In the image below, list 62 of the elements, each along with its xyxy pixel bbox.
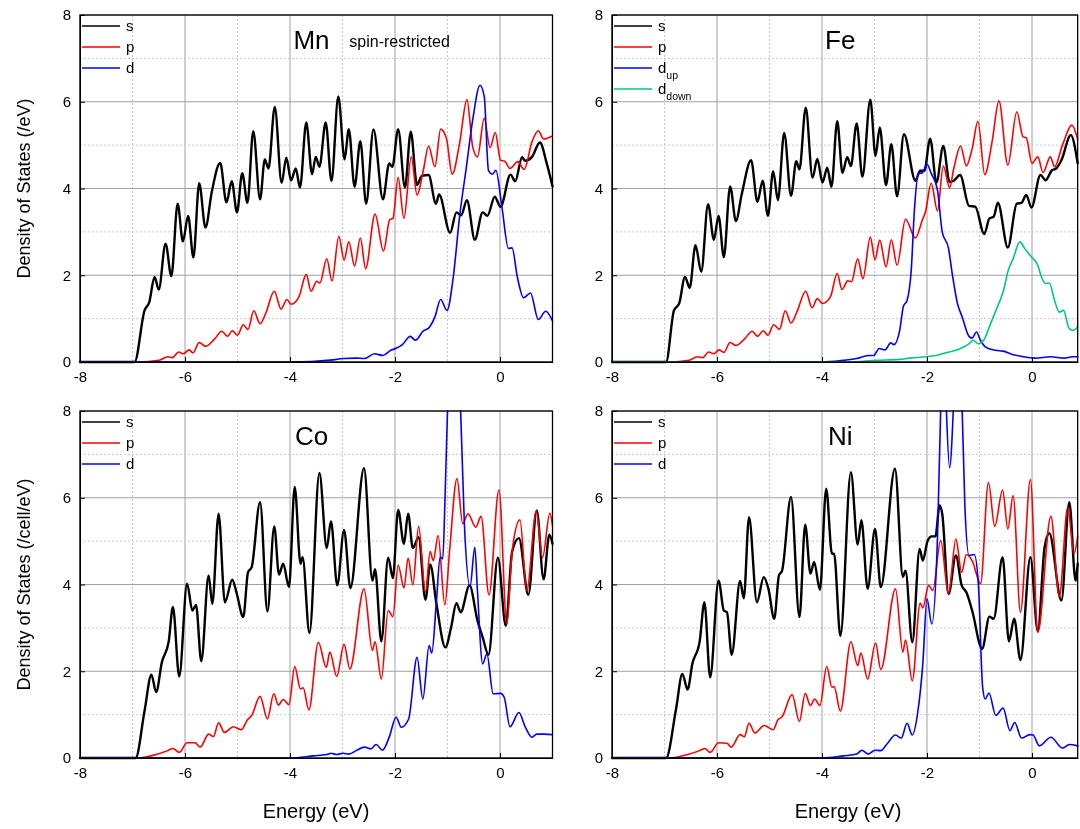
y-tick-label: 2 <box>62 266 71 284</box>
y-tick-label: 2 <box>594 266 603 284</box>
annotation: spin-restricted <box>349 33 450 50</box>
chart-title: Co <box>294 421 329 451</box>
x-tick-label: -6 <box>710 367 725 385</box>
y-tick-label: 6 <box>62 489 71 507</box>
y-tick-label: 0 <box>62 749 71 767</box>
legend-label: s <box>658 413 666 430</box>
x-tick-label: -8 <box>73 763 88 781</box>
x-tick-label: -8 <box>605 367 620 385</box>
y-tick-label: 4 <box>62 179 71 197</box>
legend-label: p <box>126 38 135 55</box>
x-tick-label: 0 <box>1028 763 1037 781</box>
x-tick-label: -4 <box>815 763 830 781</box>
x-tick-label: -2 <box>920 763 935 781</box>
y-tick-label: 0 <box>594 749 603 767</box>
x-tick-label: 0 <box>496 367 505 385</box>
y-tick-label: 8 <box>62 6 71 24</box>
legend-label: p <box>658 434 667 451</box>
legend-label: s <box>126 17 134 34</box>
legend-label: p <box>126 434 135 451</box>
y-axis-title: Density of States (/cell/eV) <box>14 478 34 691</box>
x-tick-label: -8 <box>73 367 88 385</box>
y-tick-label: 2 <box>594 662 603 680</box>
legend-label: s <box>126 413 134 430</box>
x-tick-label: -8 <box>605 763 620 781</box>
x-axis-title: Energy (eV) <box>794 800 902 822</box>
chart-title: Fe <box>825 25 856 55</box>
y-tick-label: 0 <box>594 353 603 371</box>
y-tick-label: 6 <box>594 489 603 507</box>
x-tick-label: -4 <box>815 367 830 385</box>
x-tick-label: -4 <box>283 763 298 781</box>
legend-label: d <box>126 455 135 472</box>
legend-label: d <box>126 59 135 76</box>
y-tick-label: 8 <box>62 402 71 420</box>
x-tick-label: -6 <box>178 367 193 385</box>
x-axis-title: Energy (eV) <box>262 800 370 822</box>
y-tick-label: 8 <box>594 6 603 24</box>
x-tick-label: -4 <box>283 367 298 385</box>
y-tick-label: 4 <box>594 179 603 197</box>
x-tick-label: -2 <box>388 367 403 385</box>
y-tick-label: 4 <box>62 575 71 593</box>
y-tick-label: 4 <box>594 575 603 593</box>
x-tick-label: 0 <box>1028 367 1037 385</box>
y-axis-title: Density of States (/eV) <box>14 98 34 279</box>
y-tick-label: 6 <box>62 93 71 111</box>
legend-label: d$_{up}$ <box>658 59 679 81</box>
chart-title: Ni <box>827 421 853 451</box>
x-tick-label: 0 <box>496 763 505 781</box>
chart-title: Mn <box>293 25 330 55</box>
y-tick-label: 0 <box>62 353 71 371</box>
x-tick-label: -6 <box>178 763 193 781</box>
y-tick-label: 8 <box>594 402 603 420</box>
x-tick-label: -6 <box>710 763 725 781</box>
y-tick-label: 6 <box>594 93 603 111</box>
y-tick-label: 2 <box>62 662 71 680</box>
legend-label: p <box>658 38 667 55</box>
legend-label: d$_{down}$ <box>658 80 692 102</box>
legend-label: s <box>658 17 666 34</box>
x-tick-label: -2 <box>388 763 403 781</box>
x-tick-label: -2 <box>920 367 935 385</box>
legend-label: d <box>658 455 667 472</box>
